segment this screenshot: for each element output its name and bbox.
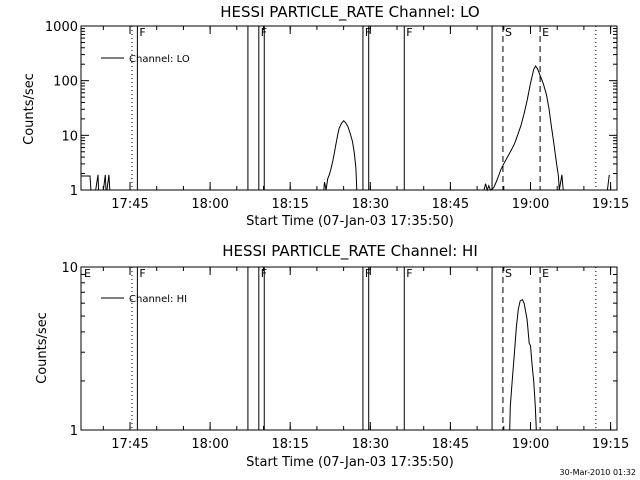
x-axis-label: Start Time (07-Jan-03 17:35:50) — [246, 455, 454, 470]
chart-title: HESSI PARTICLE_RATE Channel: HI — [222, 242, 478, 261]
x-tick-label: 18:00 — [191, 197, 228, 212]
event-marker-label: S — [505, 267, 512, 280]
y-tick-label: 100 — [53, 75, 78, 90]
event-marker-label: F — [139, 26, 145, 39]
hi-channel-chart: HESSI PARTICLE_RATE Channel: HI Counts/s… — [35, 242, 629, 470]
event-marker-label: F — [261, 26, 267, 39]
x-tick-label: 18:15 — [271, 197, 308, 212]
x-tick-label: 19:00 — [512, 197, 549, 212]
event-marker-label: E — [542, 26, 549, 39]
series-line — [483, 65, 560, 192]
event-marker-label: F — [406, 267, 412, 280]
x-tick-label: 17:45 — [111, 197, 148, 212]
series-line — [81, 174, 111, 191]
event-marker-label: E — [542, 267, 549, 280]
legend-label: Channel: LO — [129, 54, 190, 65]
series-line — [509, 299, 537, 431]
series-line — [558, 174, 564, 191]
chart-title: HESSI PARTICLE_RATE Channel: LO — [220, 3, 479, 22]
x-tick-label: 18:00 — [191, 437, 228, 452]
event-marker-label: F — [365, 267, 371, 280]
event-marker-label: F — [406, 26, 412, 39]
x-tick-label: 18:30 — [352, 437, 389, 452]
y-axis-label: Counts/sec — [22, 73, 37, 145]
x-tick-label: 19:15 — [592, 437, 629, 452]
x-tick-label: 18:45 — [432, 197, 469, 212]
x-tick-label: 17:45 — [111, 437, 148, 452]
series-line — [606, 174, 610, 191]
lo-channel-chart: HESSI PARTICLE_RATE Channel: LO Counts/s… — [22, 3, 629, 229]
y-axis-label: Counts/sec — [35, 312, 50, 384]
x-tick-label: 18:45 — [432, 437, 469, 452]
event-marker-label: E — [84, 267, 91, 280]
event-marker-label: F — [365, 26, 371, 39]
y-tick-label: 1 — [70, 424, 78, 439]
y-tick-label: 1000 — [45, 20, 78, 35]
plot-frame — [80, 25, 618, 191]
event-marker-label: F — [139, 267, 145, 280]
legend-label: Channel: HI — [129, 294, 187, 305]
x-tick-label: 19:15 — [592, 197, 629, 212]
x-axis-label: Start Time (07-Jan-03 17:35:50) — [246, 214, 454, 229]
x-tick-label: 19:00 — [512, 437, 549, 452]
y-tick-label: 10 — [61, 261, 78, 276]
x-tick-label: 18:15 — [271, 437, 308, 452]
plot-frame — [80, 266, 618, 431]
series-line — [323, 119, 358, 191]
event-marker-label: S — [505, 26, 512, 39]
x-tick-label: 18:30 — [352, 197, 389, 212]
footer-timestamp: 30-Mar-2010 01:32 — [560, 468, 637, 477]
event-marker-label: F — [261, 267, 267, 280]
y-tick-label: 1 — [70, 184, 78, 199]
y-tick-label: 10 — [61, 129, 78, 144]
